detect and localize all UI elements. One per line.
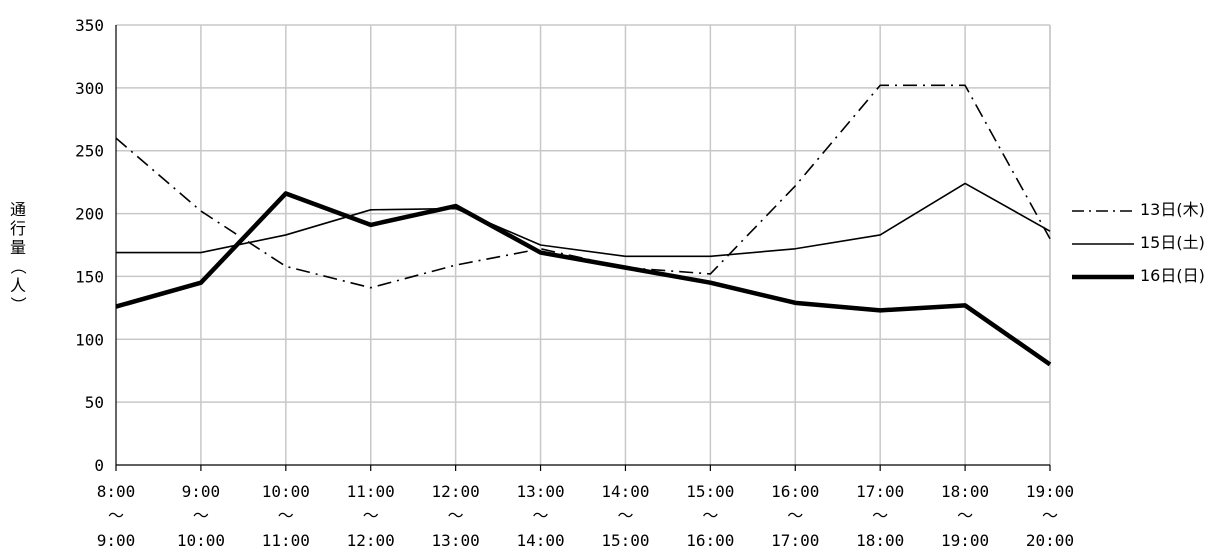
x-tick-label-from: 19:00: [1026, 482, 1074, 501]
x-tick-label-sep: ～: [108, 506, 124, 525]
y-tick-label: 150: [75, 267, 104, 286]
x-tick-label-to: 20:00: [1026, 531, 1074, 549]
legend: 13日(木) 15日(土) 16日(日): [1070, 196, 1230, 295]
y-axis-label-char: 行: [9, 219, 26, 238]
y-axis-label-char: 人: [9, 276, 26, 295]
y-tick-label: 250: [75, 142, 104, 161]
x-tick-label-from: 11:00: [347, 482, 395, 501]
y-tick-label: 50: [85, 393, 104, 412]
x-tick-label-to: 12:00: [347, 531, 395, 549]
y-tick-labels: 0 50 100 150 200 250 300 350: [75, 16, 104, 475]
x-tick-label-sep: ～: [957, 506, 973, 525]
x-tick-label-sep: ～: [448, 506, 464, 525]
x-tick-label-from: 13:00: [516, 482, 564, 501]
x-tick-label-to: 14:00: [516, 531, 564, 549]
y-axis-label-char: 通: [9, 200, 26, 219]
y-tick-label: 200: [75, 205, 104, 224]
x-tick-label-from: 9:00: [182, 482, 221, 501]
x-tick-label-to: 11:00: [262, 531, 310, 549]
x-tick-label-to: 13:00: [432, 531, 480, 549]
x-tick-label-sep: ～: [278, 506, 294, 525]
grid-lines: [116, 24, 1051, 465]
x-tick-label-sep: ～: [872, 506, 888, 525]
legend-label-15: 15日(土): [1140, 233, 1205, 252]
legend-item-13: 13日(木): [1070, 196, 1230, 229]
series-line-thick-solid: [115, 191, 1052, 367]
x-tick-label-to: 16:00: [686, 531, 734, 549]
y-tick-label: 0: [94, 456, 104, 475]
y-axis-label-char: ）: [8, 296, 28, 313]
x-tick-label-to: 9:00: [97, 531, 136, 549]
x-tick-label-to: 15:00: [601, 531, 649, 549]
x-tick-label-sep: ～: [702, 506, 718, 525]
x-tick-label-sep: ～: [533, 506, 549, 525]
legend-item-15: 15日(土): [1070, 229, 1230, 262]
x-tick-label-from: 18:00: [941, 482, 989, 501]
x-tick-label-to: 18:00: [856, 531, 904, 549]
x-tick-label-from: 10:00: [262, 482, 310, 501]
x-tick-label-from: 16:00: [771, 482, 819, 501]
legend-label-13: 13日(木): [1140, 200, 1205, 219]
x-tick-label-sep: ～: [617, 506, 633, 525]
legend-swatch-dash-dot: [1072, 210, 1134, 212]
y-axis-label: 通行量（人）: [8, 200, 28, 314]
x-tick-label-to: 19:00: [941, 531, 989, 549]
series-line-thin-solid: [116, 182, 1051, 258]
y-tick-label: 350: [75, 16, 104, 35]
x-tick-label-sep: ～: [787, 506, 803, 525]
axes: [115, 25, 1051, 471]
y-axis-label-char: 量: [9, 238, 26, 257]
y-tick-label: 100: [75, 330, 104, 349]
x-tick-label-from: 14:00: [601, 482, 649, 501]
legend-item-16: 16日(日): [1070, 262, 1230, 295]
x-tick-label-from: 15:00: [686, 482, 734, 501]
series-line-dash-dot: [115, 84, 1051, 289]
x-tick-label-sep: ～: [363, 506, 379, 525]
x-tick-label-from: 12:00: [432, 482, 480, 501]
series-lines: [115, 84, 1052, 367]
y-axis-label-char: （: [8, 258, 28, 275]
x-tick-label-from: 17:00: [856, 482, 904, 501]
x-tick-label-sep: ～: [193, 506, 209, 525]
legend-swatch-thick: [1072, 274, 1134, 280]
legend-label-16: 16日(日): [1140, 266, 1205, 285]
x-tick-label-to: 17:00: [771, 531, 819, 549]
legend-swatch-thin: [1072, 243, 1134, 245]
x-tick-label-sep: ～: [1042, 506, 1058, 525]
y-tick-label: 300: [75, 79, 104, 98]
x-tick-label-from: 8:00: [97, 482, 136, 501]
x-tick-labels: 8:00 ～ 9:00 9:00 ～ 10:00 10:00 ～ 11:00 11:00 ～ 12:0…: [97, 482, 1074, 549]
x-tick-label-to: 10:00: [177, 531, 225, 549]
